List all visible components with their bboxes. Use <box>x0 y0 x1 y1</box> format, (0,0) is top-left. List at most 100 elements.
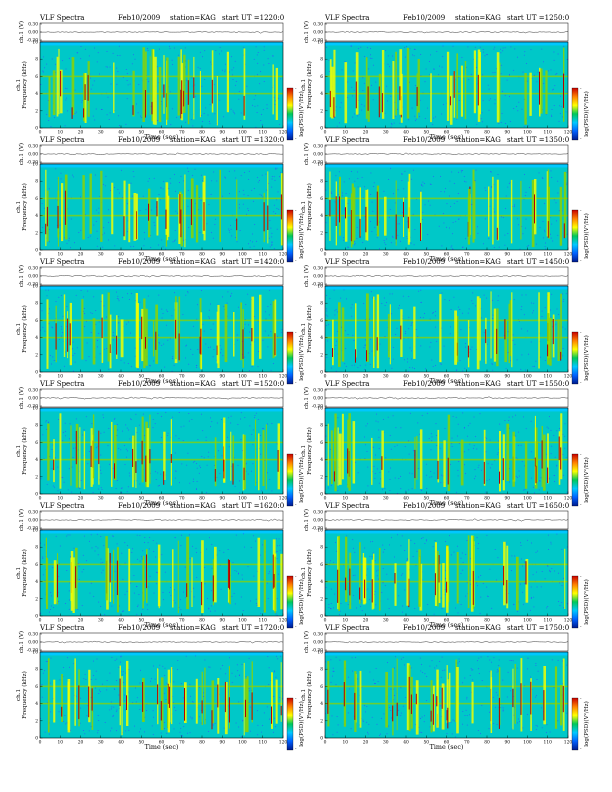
noise-speck <box>435 116 436 118</box>
sferic-burst <box>251 661 253 723</box>
noise-speck <box>123 671 124 673</box>
noise-speck <box>364 458 366 459</box>
noise-speck <box>254 224 256 225</box>
noise-speck <box>462 247 463 248</box>
sferic-burst <box>395 180 397 246</box>
noise-speck <box>46 237 47 239</box>
y-tick-label: 8 <box>320 302 323 307</box>
noise-speck <box>102 246 104 248</box>
x-tick-label: 50 <box>138 253 144 258</box>
noise-speck <box>252 233 253 235</box>
sferic-burst <box>184 682 187 723</box>
noise-speck <box>64 422 66 424</box>
noise-speck <box>222 665 223 666</box>
noise-speck <box>502 47 504 49</box>
sferic-burst <box>146 428 150 488</box>
noise-speck <box>480 317 482 319</box>
noise-speck <box>486 54 488 55</box>
noise-speck <box>199 51 201 53</box>
noise-speck <box>497 452 499 454</box>
noise-speck <box>391 293 393 295</box>
sferic-burst <box>359 187 361 237</box>
sferic-core <box>87 75 89 101</box>
noise-speck <box>156 542 158 544</box>
noise-speck <box>51 468 53 470</box>
noise-speck <box>268 183 269 184</box>
noise-speck <box>387 416 389 418</box>
noise-speck <box>119 708 120 709</box>
noise-speck <box>527 539 528 541</box>
noise-speck <box>245 462 247 464</box>
noise-speck <box>381 718 382 719</box>
sferic-burst <box>512 431 515 487</box>
sferic-burst <box>559 186 563 246</box>
noise-speck <box>516 106 517 107</box>
noise-speck <box>553 435 555 436</box>
noise-speck <box>504 47 506 49</box>
noise-speck <box>163 599 164 601</box>
x-tick-label: 10 <box>342 497 348 502</box>
noise-speck <box>271 178 273 180</box>
noise-speck <box>473 58 474 60</box>
noise-speck <box>257 177 258 178</box>
noise-speck <box>562 300 564 302</box>
noise-speck <box>430 449 432 451</box>
noise-speck <box>174 706 175 708</box>
noise-speck <box>268 684 270 685</box>
sferic-burst <box>152 49 155 125</box>
sferic-core <box>395 214 397 240</box>
x-tick-label: 30 <box>98 741 104 746</box>
noise-speck <box>404 56 406 58</box>
noise-speck <box>120 661 121 663</box>
noise-speck <box>510 690 511 692</box>
sferic-burst <box>439 294 442 363</box>
noise-speck <box>98 693 100 694</box>
noise-speck <box>541 177 543 179</box>
x-tick-label: 0 <box>324 741 327 746</box>
noise-speck <box>182 314 184 315</box>
noise-speck <box>188 534 190 536</box>
noise-speck <box>343 237 344 239</box>
sferic-burst <box>472 169 475 243</box>
noise-speck <box>112 335 114 336</box>
noise-speck <box>169 338 171 340</box>
noise-speck <box>276 167 278 169</box>
noise-speck <box>550 237 552 239</box>
noise-speck <box>385 50 386 51</box>
y-tick-label: 6 <box>320 319 323 324</box>
noise-speck <box>211 544 213 545</box>
sferic-core <box>228 697 230 723</box>
noise-speck <box>267 598 269 599</box>
noise-speck <box>97 554 99 556</box>
noise-speck <box>526 80 528 82</box>
noise-speck <box>120 449 122 451</box>
sferic-burst <box>473 50 476 114</box>
noise-speck <box>244 172 245 173</box>
noise-speck <box>64 237 66 239</box>
noise-speck <box>210 610 211 612</box>
noise-speck <box>366 490 368 492</box>
sferic-burst <box>232 435 235 482</box>
noise-speck <box>219 345 221 346</box>
x-tick-label: 80 <box>484 253 490 258</box>
noise-speck <box>422 537 424 539</box>
noise-speck <box>482 583 484 584</box>
noise-speck <box>178 438 180 439</box>
x-tick-label: 120 <box>564 497 573 502</box>
noise-speck <box>275 167 276 169</box>
noise-speck <box>125 123 127 125</box>
noise-speck <box>336 311 338 313</box>
noise-speck <box>61 328 63 330</box>
noise-speck <box>507 186 509 188</box>
x-tick-label: 80 <box>484 741 490 746</box>
panel-start-time: start UT =1720:0 <box>222 624 284 632</box>
noise-speck <box>97 730 99 731</box>
noise-speck <box>107 66 108 68</box>
sferic-burst <box>199 71 201 118</box>
sferic-burst <box>107 292 110 362</box>
spectra-panel: VLF Spectra Feb10/2009 station=KAG start UT… <box>16 502 305 630</box>
noise-speck <box>556 464 558 466</box>
noise-speck <box>330 681 332 683</box>
noise-speck <box>118 694 120 696</box>
noise-speck <box>526 245 528 247</box>
